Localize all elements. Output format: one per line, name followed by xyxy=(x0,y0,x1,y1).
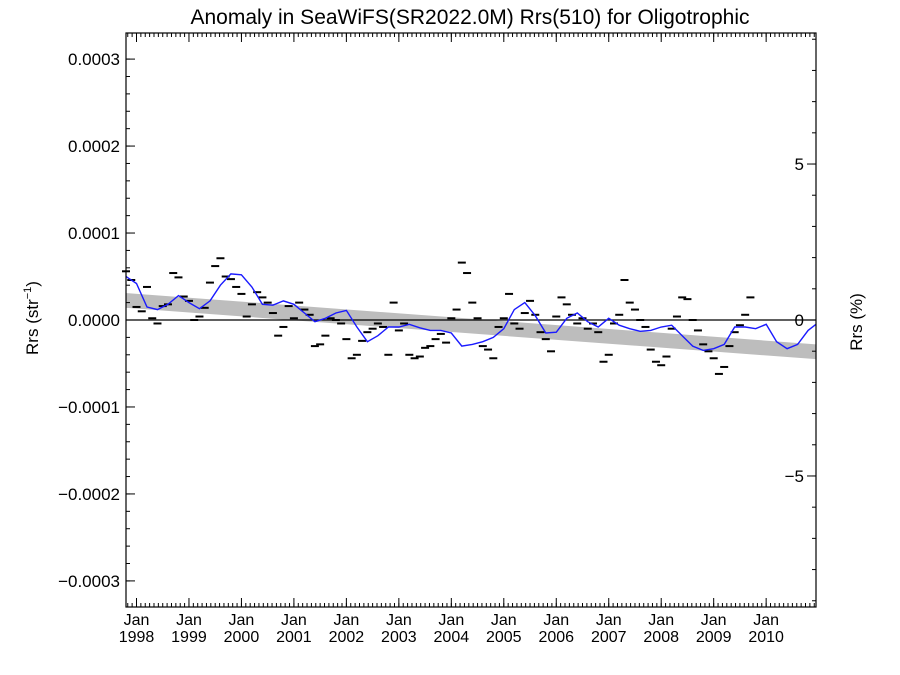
y-left-tick-label: −0.0003 xyxy=(58,572,120,591)
x-tick-year-label: 2006 xyxy=(538,629,574,646)
trend-band-layer xyxy=(126,293,816,360)
x-tick-year-label: 2001 xyxy=(276,629,312,646)
x-tick-month-label: Jan xyxy=(753,612,779,629)
x-tick-year-label: 2000 xyxy=(224,629,260,646)
y-left-axis-label-sup: −1 xyxy=(22,287,34,300)
y-left-axis: 0.0003 0.0002 0.0001 0.0000 −0.0001 −0.0002 −0… xyxy=(58,50,135,591)
x-tick-year-label: 1999 xyxy=(171,629,207,646)
y-left-tick-label: 0.0002 xyxy=(68,137,120,156)
x-tick-month-label: Jan xyxy=(543,612,569,629)
x-tick-month-label: Jan xyxy=(281,612,307,629)
y-left-tick-label: 0.0000 xyxy=(68,311,120,330)
x-tick-year-label: 1998 xyxy=(119,629,155,646)
x-tick-year-label: 2008 xyxy=(643,629,679,646)
x-tick-year-label: 2007 xyxy=(591,629,627,646)
x-tick-month-label: Jan xyxy=(701,612,727,629)
y-right-axis: 5 0 −5 xyxy=(785,38,816,602)
smoothed-series-line xyxy=(125,273,817,352)
x-tick-month-label: Jan xyxy=(491,612,517,629)
smoothed-line-layer xyxy=(125,273,817,352)
y-right-tick-label: 0 xyxy=(795,311,804,330)
x-tick-month-label: Jan xyxy=(386,612,412,629)
x-tick-month-label: Jan xyxy=(596,612,622,629)
x-tick-year-label: 2010 xyxy=(748,629,784,646)
x-tick-year-label: 2004 xyxy=(434,629,470,646)
x-tick-month-label: Jan xyxy=(176,612,202,629)
plot-area xyxy=(122,32,817,608)
x-tick-year-label: 2002 xyxy=(329,629,365,646)
y-left-tick-label: 0.0003 xyxy=(68,50,120,69)
monthly-marks-layer xyxy=(122,257,755,375)
y-left-tick-label: 0.0001 xyxy=(68,224,120,243)
x-tick-year-label: 2009 xyxy=(696,629,732,646)
y-right-axis-label: Rrs (%) xyxy=(847,293,866,351)
y-left-axis-label-main: Rrs (str xyxy=(23,299,42,355)
y-left-axis-label: Rrs (str−1) xyxy=(22,281,42,355)
x-tick-month-label: Jan xyxy=(229,612,255,629)
x-axis: Jan1998Jan1999Jan2000Jan2001Jan2002Jan20… xyxy=(119,33,815,646)
x-tick-month-label: Jan xyxy=(648,612,674,629)
x-tick-month-label: Jan xyxy=(124,612,150,629)
y-right-tick-label: −5 xyxy=(785,467,804,486)
y-right-tick-label: 5 xyxy=(795,155,804,174)
x-tick-month-label: Jan xyxy=(438,612,464,629)
y-left-axis-label-close: ) xyxy=(23,281,42,287)
trend-band xyxy=(126,293,816,360)
chart-title: Anomaly in SeaWiFS(SR2022.0M) Rrs(510) f… xyxy=(190,6,749,29)
x-tick-year-label: 2003 xyxy=(381,629,417,646)
y-left-tick-label: −0.0001 xyxy=(58,398,120,417)
x-tick-month-label: Jan xyxy=(333,612,359,629)
y-left-tick-label: −0.0002 xyxy=(58,485,120,504)
x-tick-year-label: 2005 xyxy=(486,629,522,646)
